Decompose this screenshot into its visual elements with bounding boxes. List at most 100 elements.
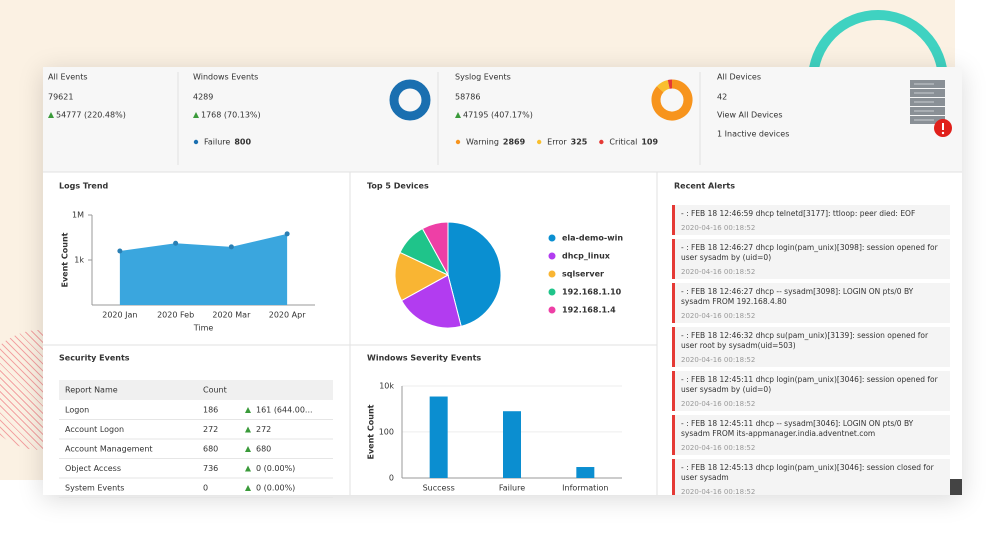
card-change: 1768 (70.13%) xyxy=(201,111,261,120)
up-icon xyxy=(245,485,251,491)
alert-text: - : FEB 18 12:45:11 dhcp login(pam_unix)… xyxy=(681,375,938,394)
view-link[interactable]: View All Devices xyxy=(717,111,783,120)
alert-text: - : FEB 18 12:45:11 dhcp -- sysadm[3046]… xyxy=(681,419,914,438)
card-title: All Events xyxy=(48,73,88,82)
alert-date: 2020-04-16 00:18:52 xyxy=(681,224,756,232)
legend-dot xyxy=(455,139,461,145)
point xyxy=(173,240,179,246)
y-tick-label: 10k xyxy=(379,382,394,391)
legend-value: 800 xyxy=(234,138,251,147)
card-value: 4289 xyxy=(193,93,213,102)
y-tick-label: 1k xyxy=(74,256,84,265)
point xyxy=(228,244,234,250)
alert-text: - : FEB 18 12:46:32 dhcp su(pam_unix)[31… xyxy=(681,331,929,350)
cell-change: 0 (0.00%) xyxy=(256,484,295,493)
cell-count: 680 xyxy=(203,445,218,454)
legend-label: ela-demo-win xyxy=(562,234,623,243)
table-header xyxy=(59,380,333,400)
alert-item: - : FEB 18 12:46:32 dhcp su(pam_unix)[31… xyxy=(672,327,950,367)
cell-change: 161 (644.00... xyxy=(256,406,313,415)
alert-date: 2020-04-16 00:18:52 xyxy=(681,400,756,408)
alert-item: - : FEB 18 12:45:11 dhcp login(pam_unix)… xyxy=(672,371,950,411)
legend-dot xyxy=(599,139,604,145)
legend-dot xyxy=(548,234,556,242)
panel-title: Recent Alerts xyxy=(674,182,735,191)
cell-count: 0 xyxy=(203,484,208,493)
card-change: 47195 (407.17%) xyxy=(463,111,533,120)
legend-dot xyxy=(548,270,556,278)
panel-title: Security Events xyxy=(59,354,130,363)
cell-change: 272 xyxy=(256,425,271,434)
pie-slice xyxy=(400,274,462,329)
alert-date: 2020-04-16 00:18:52 xyxy=(681,356,756,364)
scroll-button[interactable] xyxy=(950,479,962,495)
up-icon xyxy=(245,426,251,433)
alert-list: - : FEB 18 12:46:59 dhcp telnetd[3177]: … xyxy=(672,205,950,495)
legend-label: Warning xyxy=(466,138,499,147)
donut-segment xyxy=(656,79,670,93)
card-title: Windows Events xyxy=(193,73,258,82)
point xyxy=(117,248,123,254)
legend-value: 109 xyxy=(641,138,658,147)
card-title: All Devices xyxy=(717,73,761,82)
card-value: 42 xyxy=(717,93,727,102)
alert-text: - : FEB 18 12:46:59 dhcp telnetd[3177]: … xyxy=(681,209,916,218)
x-axis-label: Time xyxy=(193,324,214,333)
column-header: Count xyxy=(203,386,227,395)
legend-label: sqlserver xyxy=(562,270,604,279)
cell-name: Logon xyxy=(65,406,89,415)
donut-segment xyxy=(651,79,693,121)
up-icon xyxy=(193,112,199,118)
area xyxy=(119,233,288,305)
x-tick-label: Information xyxy=(562,484,608,493)
panel-title: Top 5 Devices xyxy=(367,182,429,191)
x-tick-label: 2020 Apr xyxy=(269,311,306,320)
y-tick-label: 100 xyxy=(379,427,394,436)
cell-name: System Events xyxy=(65,484,124,493)
card-value: 58786 xyxy=(455,93,480,102)
y-tick-label: 1M xyxy=(72,211,84,220)
y-tick-label: 0 xyxy=(389,474,394,483)
point xyxy=(284,231,290,237)
legend-value: 325 xyxy=(571,138,588,147)
legend-dot xyxy=(548,288,556,296)
summary-strip xyxy=(43,67,962,172)
panel-title: Logs Trend xyxy=(59,182,109,191)
card-value: 79621 xyxy=(48,93,73,102)
alert-item: - : FEB 18 12:45:11 dhcp -- sysadm[3046]… xyxy=(672,415,950,455)
x-tick-label: Success xyxy=(423,484,455,493)
legend-label: 192.168.1.4 xyxy=(562,306,616,315)
alert-item: - : FEB 18 12:46:27 dhcp login(pam_unix)… xyxy=(672,239,950,279)
bar xyxy=(576,467,595,478)
up-icon xyxy=(48,112,54,118)
x-tick-label: 2020 Mar xyxy=(212,311,251,320)
bar xyxy=(429,396,448,478)
x-tick-label: Failure xyxy=(499,484,525,493)
legend-dot xyxy=(548,252,556,260)
card-change: 54777 (220.48%) xyxy=(56,111,126,120)
legend-dot xyxy=(548,306,556,314)
legend-dot xyxy=(536,139,542,145)
cell-change: 0 (0.00%) xyxy=(256,464,295,473)
column-header: Report Name xyxy=(65,386,118,395)
legend-label: Failure xyxy=(204,138,230,147)
alert-text: - : FEB 18 12:46:27 dhcp login(pam_unix)… xyxy=(681,243,938,262)
donut-segment xyxy=(389,79,431,121)
legend-label: Critical xyxy=(609,138,637,147)
cell-name: Object Access xyxy=(65,464,121,473)
pie-slice xyxy=(447,221,502,327)
cell-count: 272 xyxy=(203,425,218,434)
inactive-note: 1 Inactive devices xyxy=(717,130,789,139)
card-title: Syslog Events xyxy=(455,73,511,82)
up-icon xyxy=(245,407,251,413)
alert-date: 2020-04-16 00:18:52 xyxy=(681,488,756,495)
pie-slice xyxy=(421,221,449,276)
panel-title: Windows Severity Events xyxy=(367,354,481,363)
legend-label: 192.168.1.10 xyxy=(562,288,622,297)
alert-date: 2020-04-16 00:18:52 xyxy=(681,312,756,320)
alert-item: - : FEB 18 12:46:27 dhcp -- sysadm[3098]… xyxy=(672,283,950,323)
cell-name: Account Management xyxy=(65,445,153,454)
alert-icon xyxy=(941,131,945,135)
legend-value: 2869 xyxy=(503,138,526,147)
